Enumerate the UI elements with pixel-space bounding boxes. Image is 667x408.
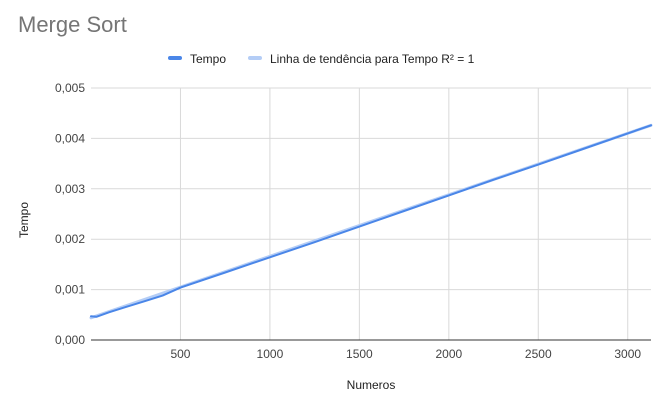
- y-axis-title: Tempo: [17, 202, 31, 238]
- y-tick-label: 0,002: [55, 232, 85, 246]
- series-group: [89, 123, 653, 320]
- legend-swatch-tempo[interactable]: [168, 56, 182, 60]
- legend-label-trendline[interactable]: Linha de tendência para Tempo R² = 1: [270, 52, 475, 66]
- y-tick-label: 0,004: [55, 131, 85, 145]
- grid-lines: [91, 87, 651, 340]
- legend-swatch-trendline[interactable]: [248, 56, 262, 60]
- legend-label-tempo[interactable]: Tempo: [190, 52, 226, 66]
- x-tick-label: 2000: [435, 347, 462, 361]
- chart-title: Merge Sort: [18, 12, 127, 37]
- x-tick-label: 1500: [346, 347, 373, 361]
- y-tick-label: 0,001: [55, 283, 85, 297]
- x-tick-label: 1000: [257, 347, 284, 361]
- y-tick-label: 0,000: [55, 333, 85, 347]
- x-tick-label: 500: [170, 347, 190, 361]
- legend: Tempo Linha de tendência para Tempo R² =…: [168, 52, 475, 66]
- x-axis-title: Numeros: [347, 378, 396, 392]
- x-tick-label: 2500: [525, 347, 552, 361]
- y-tick-label: 0,005: [55, 81, 85, 95]
- x-tick-label: 3000: [614, 347, 641, 361]
- y-axis-ticks: 0,000 0,001 0,002 0,003 0,004 0,005: [55, 81, 85, 347]
- series-line-tempo[interactable]: [90, 124, 652, 318]
- x-axis-ticks: 500 1000 1500 2000 2500 3000: [170, 347, 641, 361]
- y-tick-label: 0,003: [55, 182, 85, 196]
